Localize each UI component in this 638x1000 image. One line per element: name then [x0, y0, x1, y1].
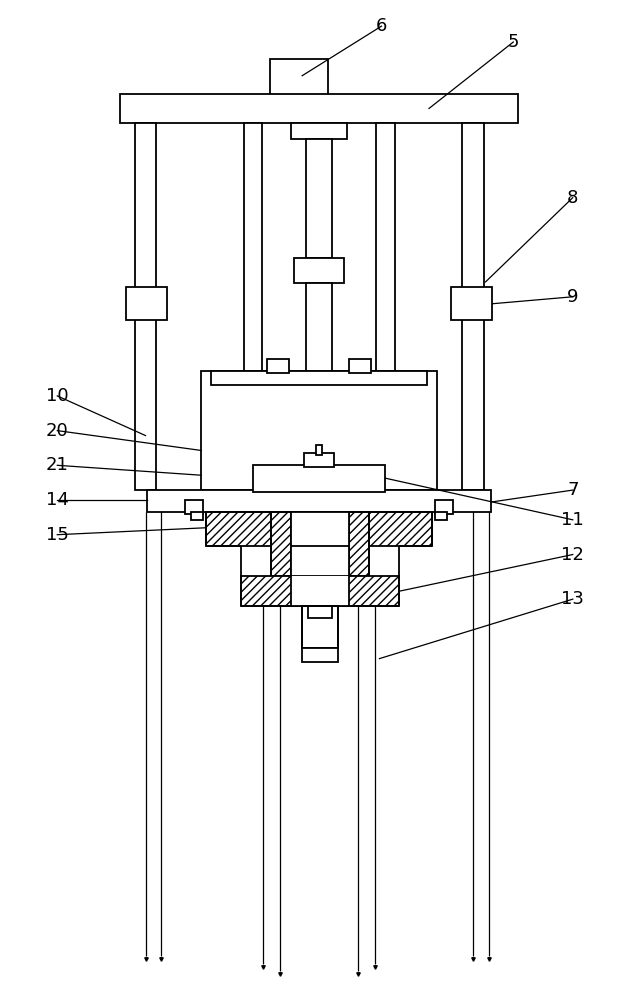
Bar	[271, 512, 291, 576]
Text: 14: 14	[46, 491, 69, 509]
Text: 7: 7	[567, 481, 579, 499]
Bar	[271, 512, 291, 532]
Text: 11: 11	[561, 511, 584, 529]
Bar	[253, 465, 385, 492]
Bar	[304, 453, 334, 467]
Text: 12: 12	[561, 546, 584, 564]
Bar	[302, 606, 338, 648]
Bar	[316, 445, 322, 455]
Bar	[201, 371, 437, 490]
Bar	[147, 490, 491, 512]
Bar	[435, 512, 447, 520]
Bar	[302, 648, 338, 662]
Text: 10: 10	[46, 387, 69, 405]
Bar	[349, 512, 369, 576]
Bar	[349, 512, 369, 532]
Bar	[185, 500, 203, 514]
Bar	[435, 500, 453, 514]
Text: 8: 8	[567, 189, 579, 207]
Text: 6: 6	[376, 17, 387, 35]
Bar	[241, 576, 399, 606]
Bar	[291, 123, 347, 139]
Bar	[451, 287, 493, 320]
Bar	[191, 512, 203, 520]
Bar	[126, 287, 167, 320]
Bar	[291, 512, 349, 576]
Bar	[271, 59, 328, 97]
Bar	[206, 512, 432, 546]
Bar	[267, 359, 289, 373]
Bar	[291, 576, 349, 606]
Bar	[306, 283, 332, 377]
Bar	[120, 94, 518, 123]
Text: 21: 21	[46, 456, 69, 474]
Text: 9: 9	[567, 288, 579, 306]
Bar	[211, 371, 427, 385]
Bar	[308, 606, 332, 618]
Bar	[244, 123, 262, 371]
Bar	[349, 359, 371, 373]
Bar	[135, 123, 156, 490]
Text: 13: 13	[561, 590, 584, 608]
Bar	[294, 258, 344, 283]
Text: 5: 5	[508, 33, 519, 51]
Text: 15: 15	[46, 526, 69, 544]
Text: 20: 20	[46, 422, 69, 440]
Bar	[376, 123, 396, 371]
Bar	[462, 123, 484, 490]
Bar	[306, 139, 332, 258]
